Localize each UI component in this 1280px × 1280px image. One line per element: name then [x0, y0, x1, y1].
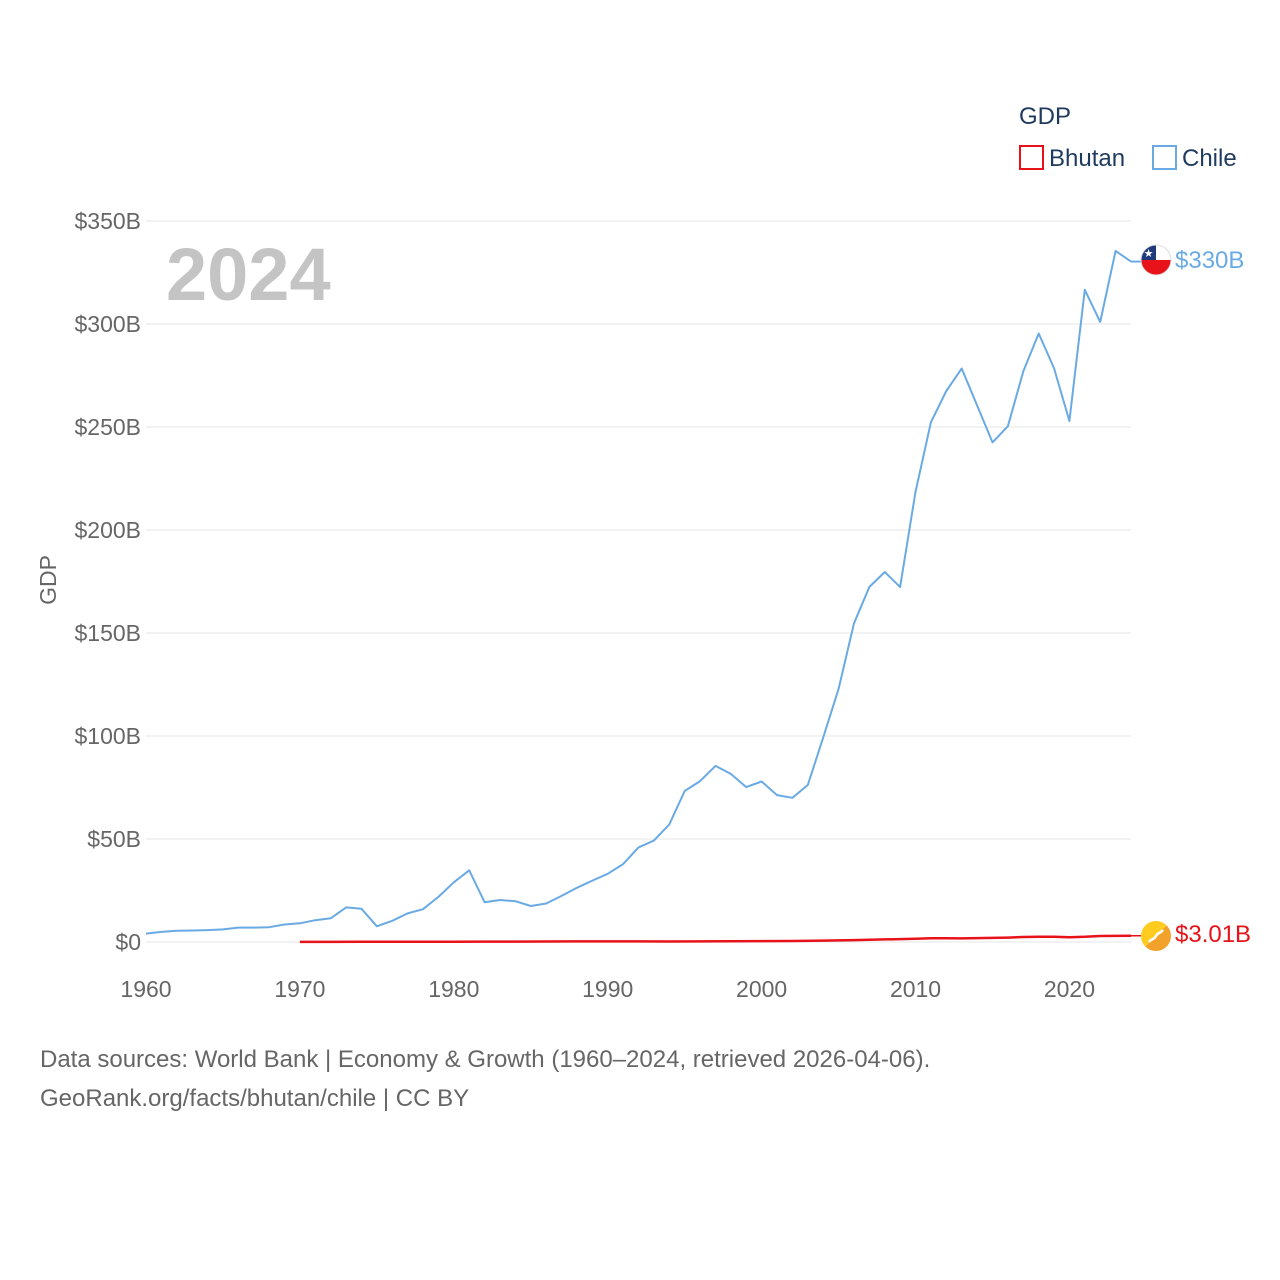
legend-label-chile: Chile	[1182, 145, 1237, 172]
series-line-chile	[145, 249, 1132, 935]
x-tick-label: 1970	[274, 976, 325, 1002]
x-tick-label: 2020	[1044, 976, 1095, 1002]
legend-item-chile[interactable]: Chile	[1152, 145, 1237, 172]
y-tick-label: $200B	[74, 517, 141, 543]
legend-label-bhutan: Bhutan	[1049, 145, 1125, 172]
legend: GDP Bhutan Chile	[1019, 103, 1237, 172]
y-tick-label: $250B	[74, 414, 141, 440]
x-tick-label: 1960	[120, 976, 171, 1002]
chile-end-label: $330B	[1175, 247, 1244, 274]
year-label: 2024	[166, 233, 331, 316]
chile-flag-icon: ★	[1140, 244, 1172, 276]
y-axis-title: GDP	[35, 555, 61, 605]
series-lines	[145, 249, 1132, 944]
y-tick-label: $50B	[87, 826, 141, 852]
legend-item-bhutan[interactable]: Bhutan	[1019, 145, 1125, 172]
x-tick-label: 1990	[582, 976, 633, 1002]
x-tick-label: 2010	[890, 976, 941, 1002]
y-tick-label: $350B	[74, 208, 141, 234]
grid-lines	[146, 220, 1131, 943]
bhutan-flag-icon	[1141, 921, 1171, 951]
y-tick-label: $100B	[74, 723, 141, 749]
y-tick-label: $0	[115, 929, 141, 955]
legend-title: GDP	[1019, 103, 1071, 130]
legend-swatch-chile	[1152, 145, 1177, 170]
footer-source: Data sources: World Bank | Economy & Gro…	[40, 1046, 931, 1073]
y-tick-label: $150B	[74, 620, 141, 646]
series-line-bhutan	[299, 934, 1132, 944]
bhutan-end-marker: $3.01B	[1115, 921, 1251, 951]
bhutan-end-label: $3.01B	[1175, 921, 1251, 948]
x-tick-label: 1980	[428, 976, 479, 1002]
footer-attribution[interactable]: GeoRank.org/facts/bhutan/chile | CC BY	[40, 1085, 470, 1112]
y-tick-label: $300B	[74, 311, 141, 337]
legend-swatch-bhutan	[1019, 145, 1044, 170]
svg-text:★: ★	[1144, 247, 1154, 260]
x-tick-label: 2000	[736, 976, 787, 1002]
y-axis-ticks: $0 $50B $100B $150B $200B $250B $300B $350B	[74, 208, 141, 955]
x-axis-ticks: 1960 1970 1980 1990 2000 2010 2020	[120, 976, 1095, 1002]
chile-end-marker: ★ $330B	[1131, 244, 1244, 276]
